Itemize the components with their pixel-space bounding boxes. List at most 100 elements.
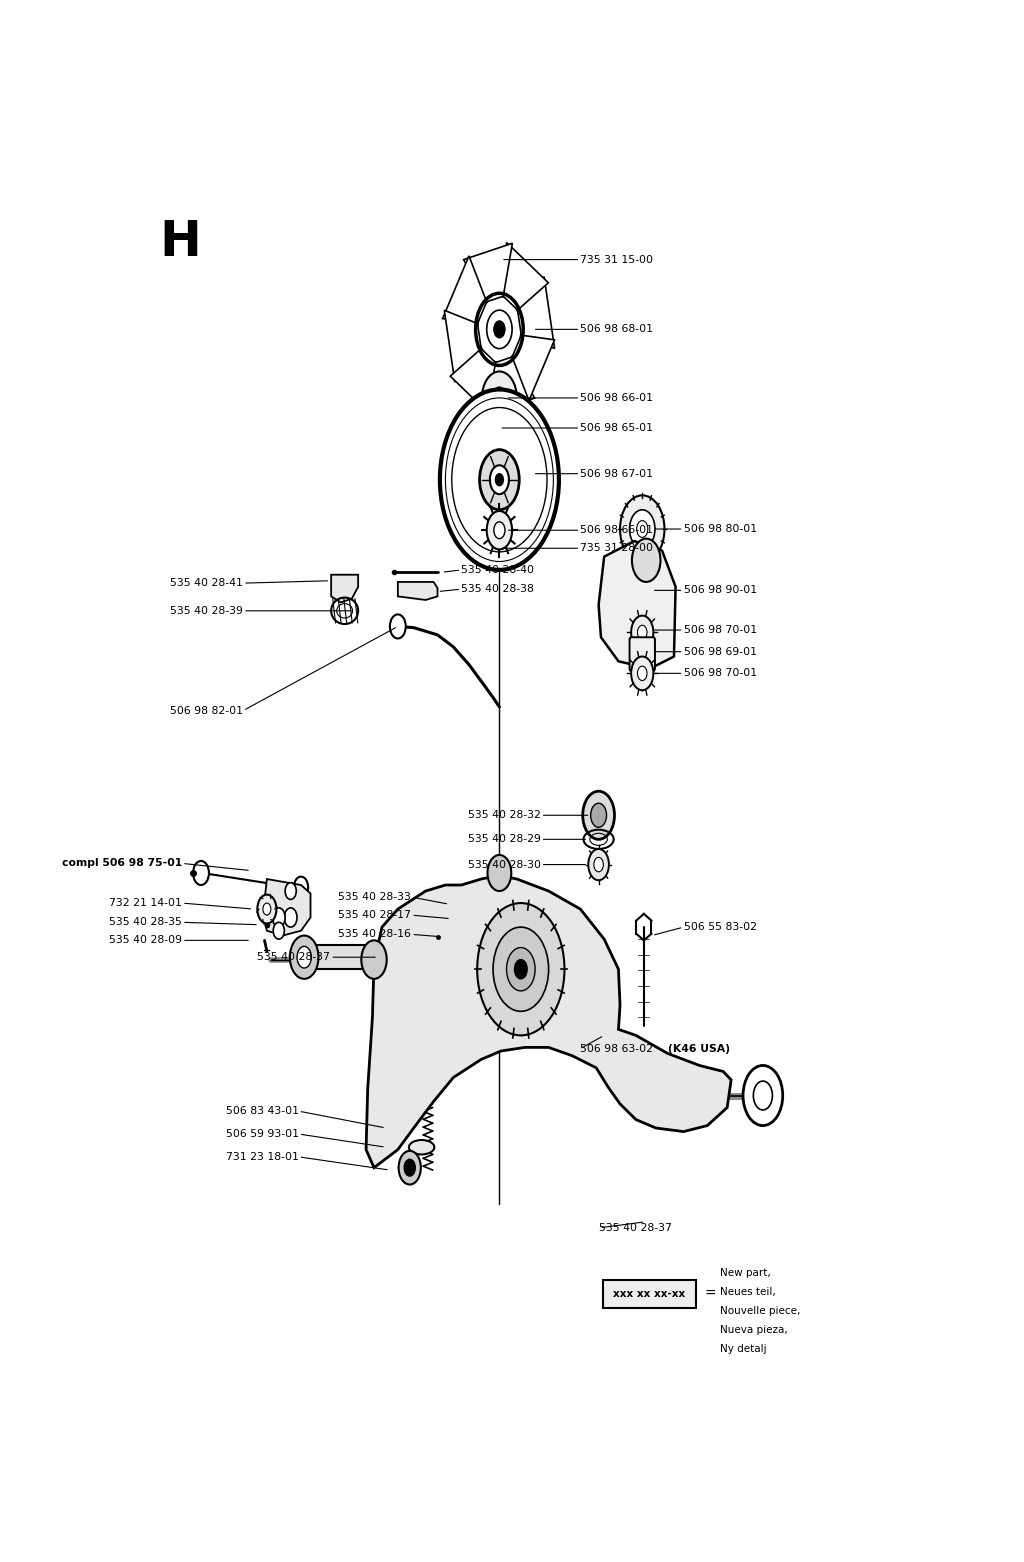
Circle shape [263,903,270,915]
Text: 535 40 28-32: 535 40 28-32 [468,811,541,820]
Circle shape [297,947,311,968]
Text: 535 40 28-38: 535 40 28-38 [461,584,535,594]
Circle shape [591,803,606,828]
Text: 506 83 43-01: 506 83 43-01 [225,1106,299,1117]
Circle shape [257,895,276,923]
Circle shape [437,945,454,968]
Text: 506 98 69-01: 506 98 69-01 [684,647,757,656]
Polygon shape [263,879,310,936]
Circle shape [451,922,460,937]
Circle shape [290,936,318,979]
Text: New part,: New part, [720,1267,771,1278]
Polygon shape [449,900,463,937]
Circle shape [285,883,296,900]
Text: 506 98 68-01: 506 98 68-01 [581,325,653,334]
FancyBboxPatch shape [602,1279,696,1309]
Circle shape [285,908,297,928]
Circle shape [489,465,509,494]
Circle shape [477,295,521,362]
Polygon shape [444,311,481,381]
Text: xxx xx xx-xx: xxx xx xx-xx [613,1289,685,1300]
Circle shape [493,387,507,409]
Circle shape [620,495,665,562]
Text: 506 98 63-02: 506 98 63-02 [581,1043,653,1054]
Text: 506 98 82-01: 506 98 82-01 [170,706,243,715]
Polygon shape [451,348,496,417]
Polygon shape [442,256,486,323]
Polygon shape [512,336,556,403]
Circle shape [496,473,504,486]
Circle shape [630,509,655,548]
Text: 535 40 28-33: 535 40 28-33 [339,892,412,903]
Text: 735 31 15-00: 735 31 15-00 [581,255,653,264]
Text: (K46 USA): (K46 USA) [668,1043,730,1054]
Text: H: H [160,217,202,266]
Polygon shape [599,540,676,669]
Text: 506 98 66-01: 506 98 66-01 [581,394,653,403]
FancyBboxPatch shape [630,637,655,672]
Circle shape [486,511,512,550]
Circle shape [631,615,653,650]
Circle shape [440,389,559,570]
Text: 535 40 28-16: 535 40 28-16 [339,929,412,939]
Circle shape [272,908,285,928]
Circle shape [482,372,517,425]
Text: Ny detalj: Ny detalj [720,1345,767,1354]
Circle shape [479,450,519,509]
Circle shape [390,614,406,639]
Circle shape [273,922,285,939]
Circle shape [638,625,647,640]
Circle shape [477,903,564,1036]
Circle shape [583,792,614,839]
Circle shape [404,1159,416,1176]
Polygon shape [331,575,358,603]
Circle shape [361,940,387,979]
Text: =: = [705,1287,716,1301]
Text: 535 40 28-29: 535 40 28-29 [468,834,541,845]
Text: 535 40 28-40: 535 40 28-40 [461,565,535,575]
Circle shape [487,854,511,890]
Circle shape [514,959,527,979]
Circle shape [754,1081,772,1111]
Text: 506 98 65-01: 506 98 65-01 [581,423,653,433]
Text: Nueva pieza,: Nueva pieza, [720,1325,787,1336]
Text: 506 98 70-01: 506 98 70-01 [684,669,757,678]
Circle shape [451,901,460,917]
Circle shape [588,848,609,881]
Text: 535 40 28-37: 535 40 28-37 [257,953,331,962]
Circle shape [494,522,505,539]
Circle shape [194,861,209,886]
Text: 731 23 18-01: 731 23 18-01 [225,1151,299,1162]
Text: Neues teil,: Neues teil, [720,1287,776,1296]
Circle shape [398,1151,421,1184]
Circle shape [632,539,660,583]
Text: 535 40 28-30: 535 40 28-30 [468,859,541,870]
Circle shape [507,948,536,990]
Text: Nouvelle piece,: Nouvelle piece, [720,1306,801,1317]
Polygon shape [397,583,437,600]
Circle shape [631,656,653,690]
Text: 535 40 28-39: 535 40 28-39 [170,606,243,615]
Polygon shape [503,242,549,309]
Circle shape [486,311,512,348]
Text: 506 98 80-01: 506 98 80-01 [684,523,757,534]
Ellipse shape [409,1140,434,1154]
Polygon shape [486,358,535,415]
Text: 506 98 70-01: 506 98 70-01 [684,625,757,636]
Text: 506 55 83-02: 506 55 83-02 [684,922,757,933]
Text: 535 40 28-17: 535 40 28-17 [339,911,412,920]
Polygon shape [464,245,512,301]
Polygon shape [367,875,731,1168]
Circle shape [494,320,505,337]
FancyBboxPatch shape [304,945,445,968]
Text: 535 40 28-41: 535 40 28-41 [170,578,243,589]
Text: 732 21 14-01: 732 21 14-01 [110,898,182,908]
Text: 535 40 28-37: 535 40 28-37 [599,1223,673,1232]
Circle shape [452,408,547,551]
Text: 506 59 93-01: 506 59 93-01 [225,1129,299,1139]
Text: 506 98 90-01: 506 98 90-01 [684,586,757,595]
Text: compl 506 98 75-01: compl 506 98 75-01 [61,859,182,868]
Circle shape [638,665,647,681]
Circle shape [637,520,648,537]
Text: 535 40 28-35: 535 40 28-35 [110,917,182,928]
